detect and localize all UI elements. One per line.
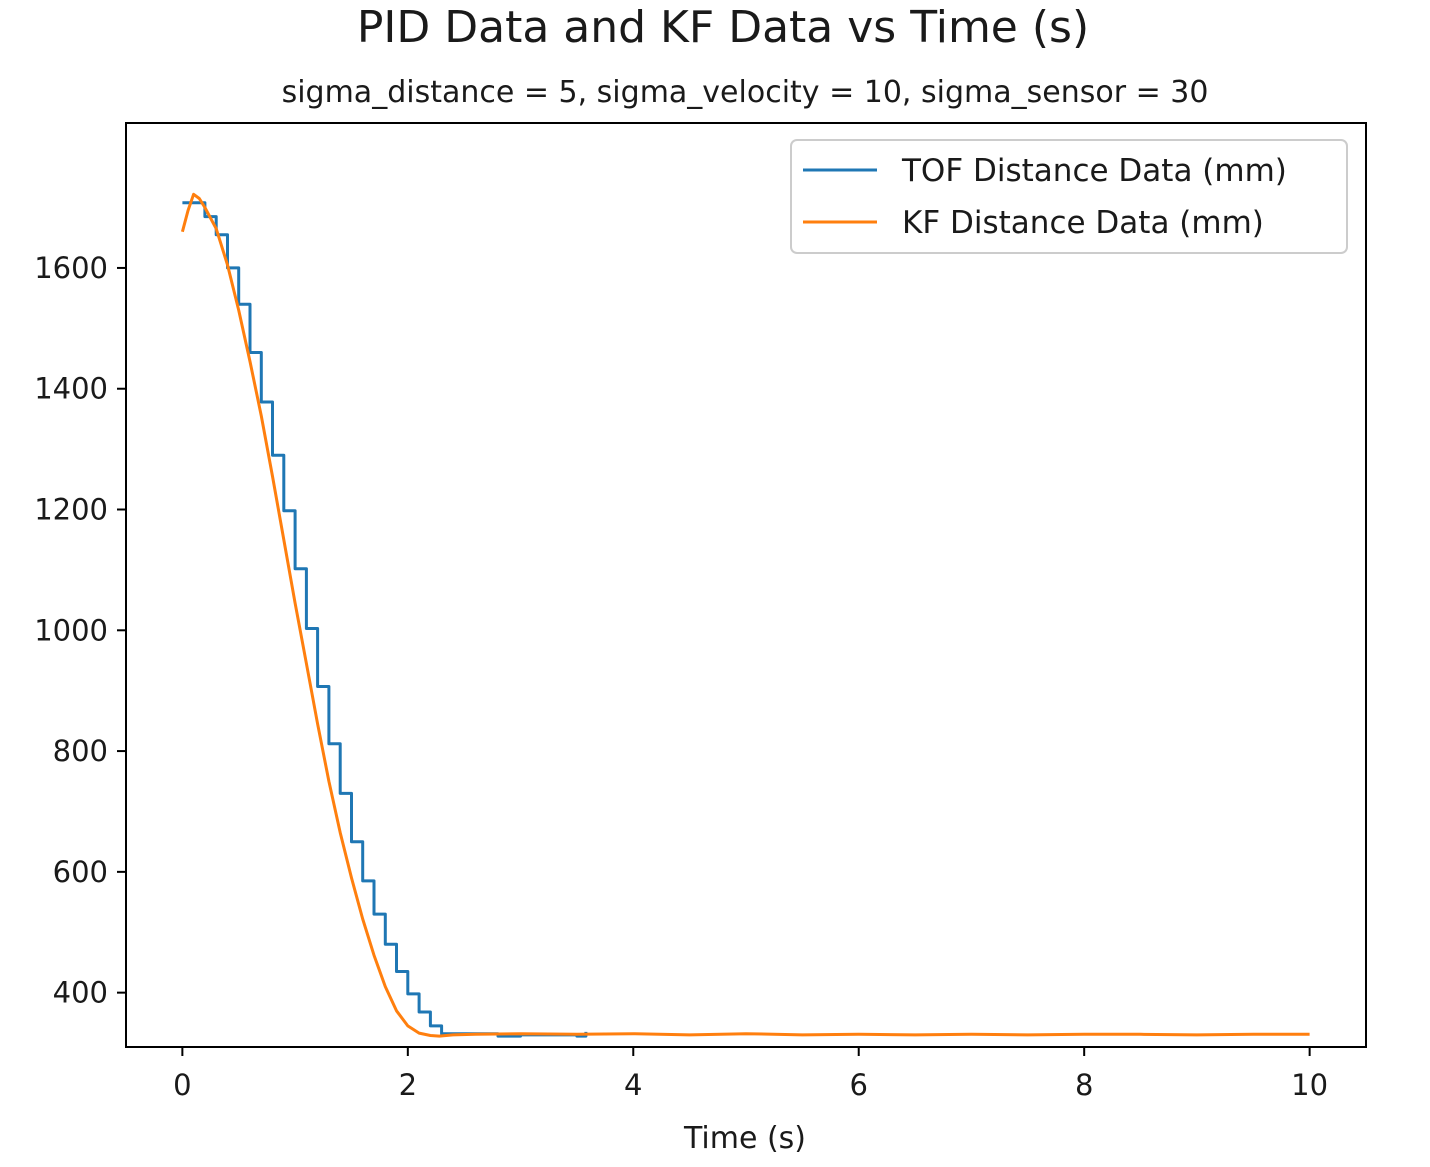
x-tick-label: 6 (850, 1068, 868, 1102)
x-tick-label: 8 (1075, 1068, 1093, 1102)
chart-title: PID Data and KF Data vs Time (s) (357, 2, 1089, 53)
y-tick-label: 1000 (34, 613, 108, 647)
series-layer (180, 192, 1310, 1038)
y-tick-label: 1400 (34, 372, 108, 406)
plot-area-frame (125, 122, 1367, 1048)
y-tick-label: 600 (53, 855, 108, 889)
chart-subtitle: sigma_distance = 5, sigma_velocity = 10,… (282, 75, 1209, 110)
y-tick-label: 800 (53, 734, 108, 768)
legend-label: TOF Distance Data (mm) (901, 153, 1287, 189)
x-tick-label: 4 (624, 1068, 642, 1102)
series-line-kf (180, 192, 1310, 1038)
x-tick-label: 0 (173, 1068, 191, 1102)
ticks-layer: 0 2 4 6 8 10 400 600 800 1000 1200 1400 1600 (34, 251, 1328, 1102)
x-tick-label: 10 (1291, 1068, 1328, 1102)
legend-box (790, 139, 1348, 254)
legend-label: KF Distance Data (mm) (902, 205, 1264, 241)
y-tick-label: 1600 (34, 251, 108, 285)
x-axis-label: Time (s) (683, 1121, 806, 1156)
x-tick-label: 2 (399, 1068, 417, 1102)
y-tick-label: 400 (53, 976, 108, 1010)
legend: TOF Distance Data (mm) KF Distance Data (… (790, 139, 1348, 254)
y-tick-label: 1200 (34, 493, 108, 527)
